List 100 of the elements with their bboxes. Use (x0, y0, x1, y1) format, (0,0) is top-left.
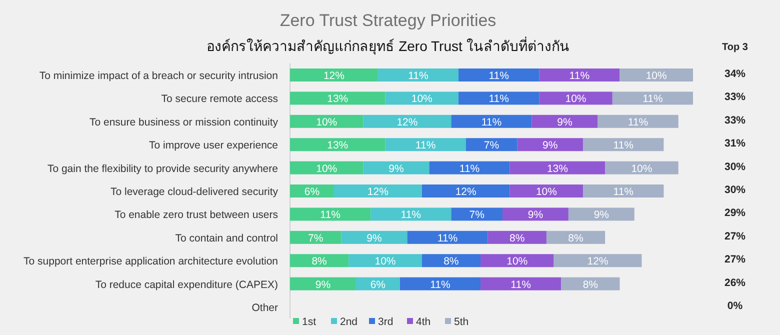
chart-subtitle: องค์กรให้ความสำคัญแก่กลยุทธ์ Zero Trust ในลำดับที่ต่างกัน (206, 37, 570, 55)
bar (517, 138, 584, 152)
data-label: 9% (557, 116, 572, 128)
data-label: 9% (594, 209, 610, 222)
bar (363, 114, 452, 128)
bar (341, 230, 408, 244)
bar (510, 184, 584, 198)
data-label: 8% (312, 256, 327, 268)
data-label: 11% (459, 162, 480, 175)
bar (422, 184, 510, 198)
bar (466, 138, 518, 152)
y-tick-label: To support enterprise application architecture evolution (24, 256, 278, 268)
data-label: 10% (374, 256, 396, 268)
chart-title: Zero Trust Strategy Priorities (280, 11, 496, 30)
bar (502, 208, 568, 221)
bar (385, 138, 466, 152)
data-label: 10% (565, 93, 586, 106)
data-label: 12% (323, 70, 344, 82)
bar (612, 92, 693, 105)
data-label: 11% (488, 93, 509, 106)
bar (554, 254, 642, 268)
y-tick-label: To contain and control (175, 232, 278, 244)
text: 29% (724, 207, 746, 220)
data-label: 11% (415, 140, 436, 152)
data-label: 8% (568, 232, 584, 244)
text: 0% (727, 300, 744, 312)
data-label: 13% (327, 93, 348, 106)
y-tick-label: To reduce capital expenditure (CAPEX) (95, 278, 278, 291)
data-label: 11% (481, 116, 502, 128)
text: Top 3 (722, 42, 748, 53)
data-label: 12% (587, 256, 608, 268)
data-label: 10% (631, 162, 652, 175)
text: 33% (724, 114, 746, 126)
data-label: 11% (569, 70, 590, 82)
data-label: 6% (304, 186, 320, 198)
data-label: 7% (484, 140, 500, 152)
text: 27% (724, 230, 746, 242)
bar (290, 208, 371, 221)
data-label: 8% (444, 256, 459, 268)
data-label: 11% (628, 116, 648, 128)
text: 30% (724, 160, 746, 173)
data-label: 11% (510, 278, 531, 291)
data-label: 11% (320, 209, 340, 222)
y-tick-label: To minimize impact of a breach or security intrusion (39, 70, 278, 82)
text: 26% (724, 276, 746, 289)
bar (546, 230, 606, 244)
data-label: 10% (506, 256, 528, 268)
bar (510, 161, 606, 174)
bar (385, 92, 459, 105)
data-label: 10% (316, 162, 338, 175)
bar (290, 230, 342, 244)
data-label: 10% (536, 186, 557, 198)
bar (488, 230, 546, 244)
data-label: 11% (400, 209, 422, 222)
bar (561, 277, 620, 290)
bar (290, 277, 356, 290)
data-label: 10% (646, 70, 667, 82)
bar (429, 161, 510, 174)
y-tick-label: Other (252, 302, 278, 314)
text: 30% (724, 184, 746, 196)
bar (532, 114, 598, 128)
bar (290, 161, 364, 174)
bar (458, 68, 540, 82)
data-label: 11% (408, 70, 428, 82)
y-tick-label: To ensure business or mission continuity (89, 116, 279, 128)
data-label: 11% (430, 278, 450, 291)
bar (290, 114, 364, 128)
data-label: 12% (367, 186, 388, 198)
legend-label: 3rd (378, 316, 394, 328)
data-label: 7% (469, 209, 484, 222)
bar (370, 208, 452, 221)
data-label: 11% (613, 140, 634, 152)
data-label: 11% (488, 70, 509, 82)
bar (583, 138, 664, 152)
text: 27% (724, 254, 746, 266)
bar (598, 114, 678, 128)
text: 31% (724, 138, 746, 150)
legend-label: 1st (302, 316, 316, 328)
y-tick-label: To enable zero trust between users (114, 209, 278, 222)
legend-label: 2nd (340, 316, 358, 328)
data-label: 10% (411, 93, 432, 106)
bar (451, 208, 502, 221)
bar (539, 92, 612, 105)
bar (334, 184, 422, 198)
bar (290, 68, 378, 82)
bar (480, 277, 562, 290)
data-label: 8% (582, 278, 598, 291)
data-label: 11% (437, 232, 458, 244)
bar (422, 254, 481, 268)
bar (620, 68, 693, 82)
text: 33% (724, 91, 746, 104)
data-label: 11% (613, 186, 634, 198)
legend-label: 4th (416, 316, 431, 328)
bar (458, 92, 540, 105)
bar (568, 208, 634, 221)
bar (451, 114, 532, 128)
data-label: 8% (510, 232, 525, 244)
data-label: 13% (546, 162, 568, 175)
data-label: 9% (388, 162, 404, 175)
legend-label: 5th (454, 316, 469, 328)
